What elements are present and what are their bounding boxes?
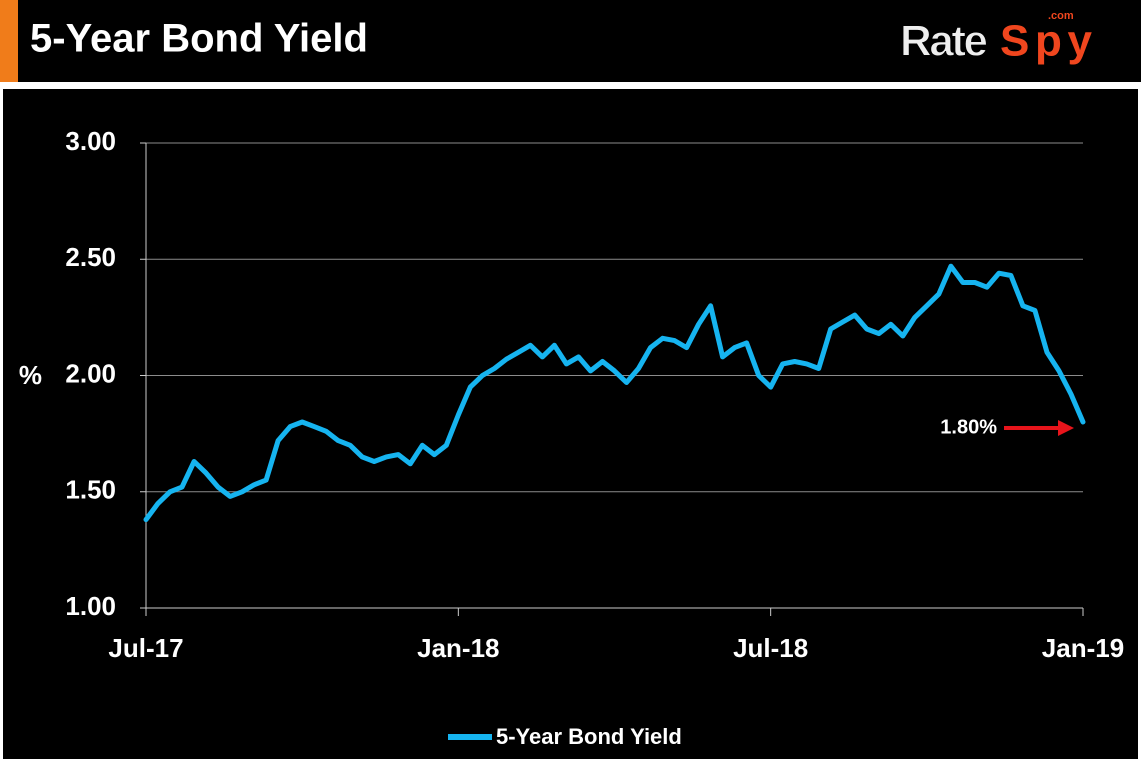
x-tick-label: Jan-19 — [1042, 633, 1124, 663]
logo-domain: .com — [1048, 10, 1074, 22]
y-tick-label: 1.00 — [65, 591, 116, 621]
annotation-arrowhead — [1058, 420, 1074, 436]
plot: 1.00 1.50 2.00 2.50 3.00 Jul-17 Jan-18 Jul-18 Ja… — [65, 126, 1124, 663]
plot-background — [1, 87, 1140, 761]
x-tick-label: Jan-18 — [417, 633, 499, 663]
x-tick-label: Jul-18 — [733, 633, 808, 663]
annotation: 1.80% — [940, 416, 997, 438]
y-tick-label: 1.50 — [65, 475, 116, 505]
logo-part: Rate — [900, 17, 988, 66]
y-tick-label: 3.00 — [65, 126, 116, 156]
logo-part: Spy — [1000, 17, 1093, 66]
line-series — [143, 263, 1086, 523]
x-tick-label: Jul-17 — [108, 633, 183, 663]
legend-label: 5-Year Bond Yield — [496, 724, 682, 749]
y-tick-label: 2.50 — [65, 242, 116, 272]
y-axis-label: % — [19, 360, 42, 390]
header-accent — [0, 0, 18, 82]
y-tick-label: 2.00 — [65, 358, 116, 388]
header-bar — [0, 0, 1141, 82]
chart-title: 5-Year Bond Yield — [30, 17, 368, 61]
